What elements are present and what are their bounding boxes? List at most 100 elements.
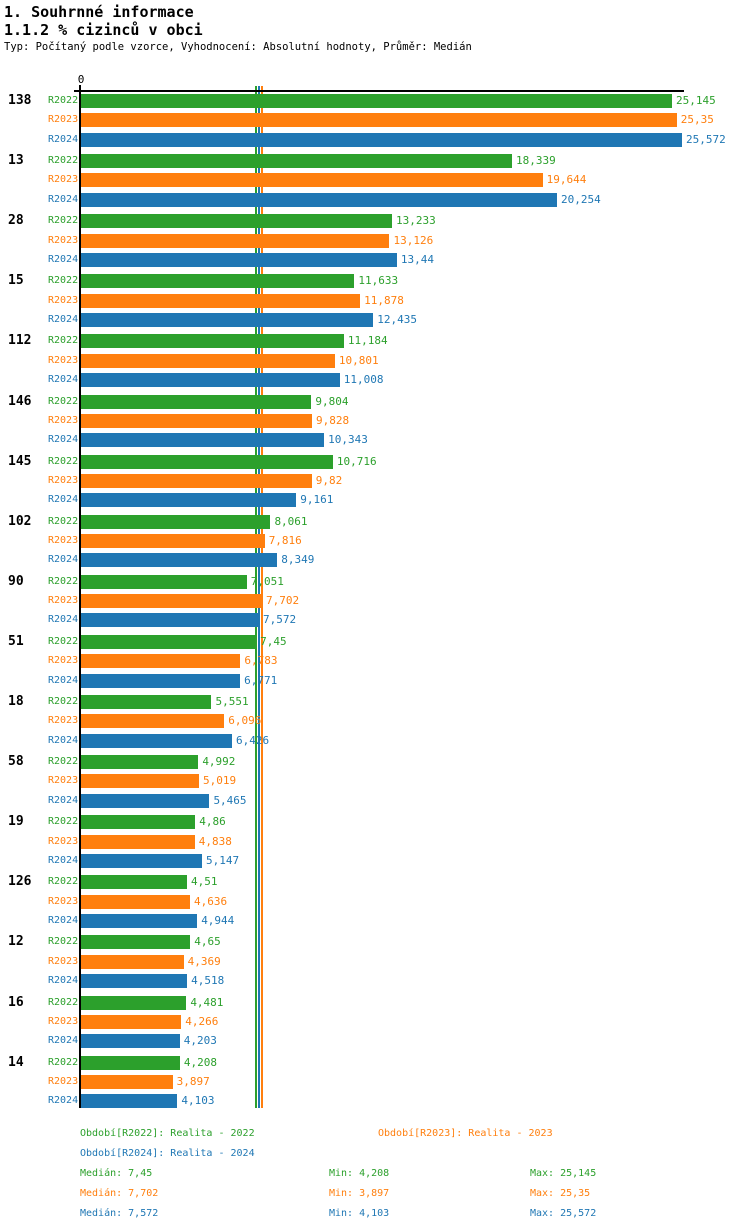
stat-max-r2024: Max: 25,572 <box>530 1208 597 1219</box>
bar-r2023 <box>81 293 361 308</box>
bar-r2024 <box>81 373 340 387</box>
category-label: 145 <box>8 453 32 469</box>
bar-r2024 <box>81 913 198 928</box>
legend-period-r2022: Období[R2022]: Realita - 2022 <box>80 1128 255 1139</box>
bar-r2022 <box>81 334 344 349</box>
value-label: 4,481 <box>190 995 224 1009</box>
value-label: 25,145 <box>675 94 716 107</box>
series-label-r2022: R2022 <box>48 996 79 1008</box>
series-label-r2024: R2024 <box>48 434 79 446</box>
series-label-r2023: R2023 <box>48 294 79 306</box>
value-label: 10,801 <box>338 353 379 367</box>
value-label: 7,051 <box>250 574 284 588</box>
series-label-r2022: R2022 <box>48 575 79 587</box>
series-label-r2023: R2023 <box>48 474 79 486</box>
series-label-r2022: R2022 <box>48 155 79 167</box>
bar-r2022 <box>81 634 257 649</box>
series-label-r2022: R2022 <box>48 455 79 467</box>
category-label: 51 <box>8 633 24 649</box>
bar-r2023 <box>81 774 199 789</box>
value-label: 4,103 <box>181 1094 215 1108</box>
bar-r2024 <box>81 553 278 568</box>
series-label-r2022: R2022 <box>48 696 79 707</box>
series-label-r2022: R2022 <box>48 215 79 227</box>
series-label-r2022: R2022 <box>48 635 79 647</box>
series-label-r2024: R2024 <box>48 554 79 566</box>
value-label: 4,838 <box>198 834 232 848</box>
value-label: 7,572 <box>262 613 297 627</box>
category-label: 138 <box>8 93 32 108</box>
value-label: 8,061 <box>274 514 308 528</box>
bar-r2023 <box>81 1014 182 1029</box>
stat-min-r2023: Min: 3,897 <box>329 1188 390 1199</box>
series-label-r2022: R2022 <box>48 876 79 888</box>
bar-r2024 <box>81 793 210 808</box>
value-label: 5,465 <box>213 793 247 807</box>
value-label: 25,572 <box>686 132 726 146</box>
bar-r2022 <box>81 995 187 1010</box>
bar-r2024 <box>81 974 188 988</box>
value-label: 7,816 <box>268 534 302 547</box>
value-label: 4,944 <box>201 913 235 927</box>
stat-median-r2024: Medián: 7,572 <box>80 1208 159 1219</box>
report-title: 1. Souhrnné informace <box>4 3 194 21</box>
bar-r2022 <box>81 274 355 289</box>
series-label-r2023: R2023 <box>48 775 79 787</box>
value-label: 12,435 <box>377 312 417 326</box>
chart-title: 1.1.2 % cizinců v obci <box>4 21 203 39</box>
series-label-r2023: R2023 <box>48 234 79 246</box>
series-label-r2024: R2024 <box>48 193 79 205</box>
legend-period-r2024: Období[R2024]: Realita - 2024 <box>80 1148 255 1159</box>
category-label: 112 <box>8 333 32 349</box>
bar-r2023 <box>81 173 543 188</box>
series-label-r2023: R2023 <box>48 1075 79 1087</box>
value-label: 19,644 <box>546 173 587 187</box>
series-label-r2023: R2023 <box>48 114 79 126</box>
bar-r2022 <box>81 514 271 529</box>
series-label-r2022: R2022 <box>48 816 79 828</box>
value-label: 7,702 <box>266 594 300 608</box>
series-label-r2024: R2024 <box>48 1095 79 1107</box>
y-axis-line <box>79 85 81 1108</box>
bar-r2022 <box>81 875 187 890</box>
value-label: 9,828 <box>315 413 350 427</box>
category-label: 102 <box>8 513 32 529</box>
bar-r2022 <box>81 935 191 950</box>
bar-r2023 <box>81 594 262 609</box>
series-label-r2024: R2024 <box>48 1035 79 1047</box>
bar-r2024 <box>81 192 557 207</box>
category-label: 28 <box>8 213 24 229</box>
series-label-r2023: R2023 <box>48 955 79 967</box>
value-label: 4,636 <box>193 894 228 908</box>
bar-r2022 <box>81 154 512 169</box>
value-label: 4,65 <box>194 935 221 949</box>
series-label-r2023: R2023 <box>48 835 79 847</box>
value-label: 7,45 <box>260 634 287 648</box>
series-label-r2023: R2023 <box>48 1015 79 1027</box>
value-label: 4,86 <box>199 815 226 829</box>
bar-r2023 <box>81 1074 173 1089</box>
value-label: 11,878 <box>364 293 404 307</box>
bar-r2024 <box>81 733 233 748</box>
series-label-r2022: R2022 <box>48 1056 79 1068</box>
bar-r2022 <box>81 454 333 469</box>
axis-zero-label: 0 <box>77 73 85 86</box>
value-label: 4,369 <box>187 954 221 968</box>
category-label: 19 <box>8 814 24 830</box>
value-label: 4,266 <box>185 1014 219 1028</box>
category-label: 18 <box>8 694 24 709</box>
category-label: 126 <box>8 874 32 890</box>
series-label-r2023: R2023 <box>48 655 79 667</box>
series-label-r2024: R2024 <box>48 374 79 385</box>
value-label: 25,35 <box>680 113 714 127</box>
bar-r2022 <box>81 815 196 830</box>
value-label: 5,551 <box>215 695 249 708</box>
median-line-r2023 <box>261 86 263 1109</box>
bar-r2022 <box>81 574 247 589</box>
series-label-r2024: R2024 <box>48 614 79 626</box>
series-label-r2022: R2022 <box>48 335 79 347</box>
bar-r2023 <box>81 714 225 729</box>
bar-r2022 <box>81 755 199 770</box>
bar-r2024 <box>81 853 202 868</box>
